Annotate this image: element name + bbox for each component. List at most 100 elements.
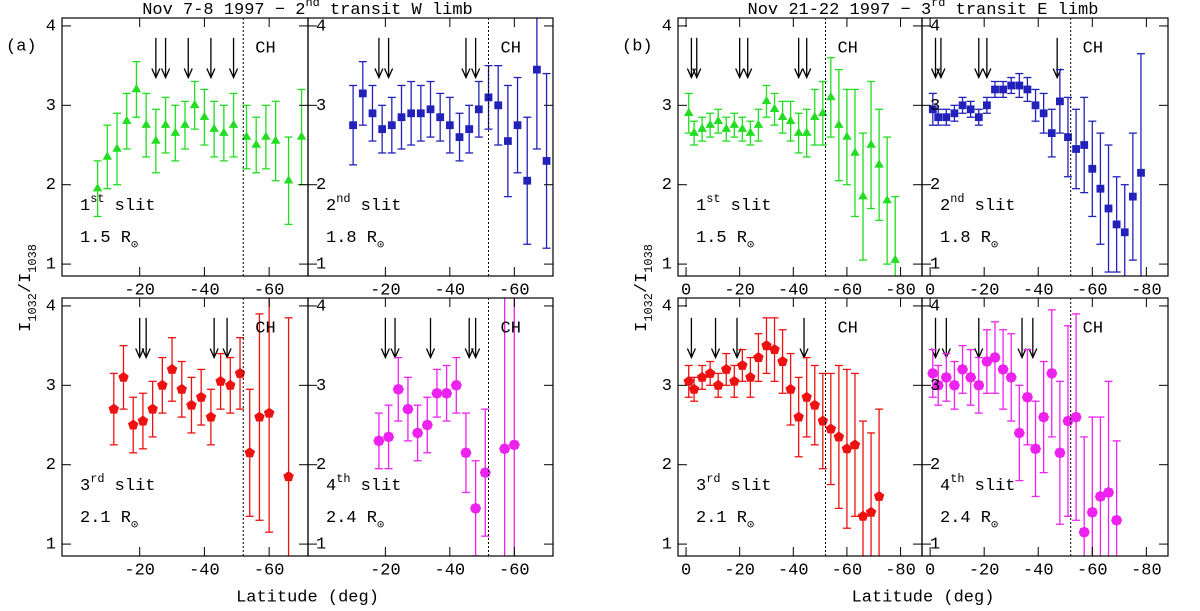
x-tick-label: -20 bbox=[969, 281, 1000, 300]
panel bbox=[927, 309, 1123, 556]
arrow-head bbox=[735, 68, 745, 80]
radius-label: 2.4 R⊙ bbox=[940, 509, 998, 532]
marker bbox=[1021, 391, 1033, 403]
marker bbox=[1137, 168, 1145, 177]
marker bbox=[801, 127, 812, 136]
marker bbox=[494, 101, 503, 110]
x-tick-label: -40 bbox=[1023, 281, 1054, 300]
x-tick-label: -60 bbox=[832, 561, 863, 580]
boundary-label: CH bbox=[501, 39, 521, 58]
marker bbox=[858, 191, 868, 200]
group-title-part: Nov 21-22 1997 − 3 bbox=[748, 1, 932, 20]
marker bbox=[1111, 514, 1123, 526]
marker bbox=[745, 371, 756, 382]
marker bbox=[112, 143, 122, 152]
marker bbox=[475, 105, 483, 114]
marker bbox=[479, 467, 491, 479]
marker bbox=[283, 175, 294, 184]
marker bbox=[842, 131, 852, 140]
x-tick-label: -40 bbox=[778, 561, 809, 580]
marker bbox=[186, 399, 197, 410]
marker bbox=[958, 101, 967, 110]
marker bbox=[108, 403, 119, 414]
marker bbox=[1046, 367, 1058, 379]
y-tick-label: 1 bbox=[662, 536, 672, 555]
marker bbox=[874, 159, 884, 168]
y-tick-label: 2 bbox=[46, 176, 56, 195]
arrow-head bbox=[1017, 348, 1027, 360]
arrow-head bbox=[135, 348, 145, 360]
x-tick-label: -20 bbox=[124, 281, 155, 300]
marker bbox=[251, 139, 261, 148]
x-tick-label: -40 bbox=[189, 561, 220, 580]
radius-label: 1.5 R⊙ bbox=[696, 229, 754, 252]
radius-label: 2.1 R⊙ bbox=[80, 509, 138, 532]
marker bbox=[523, 176, 532, 185]
x-tick-label: -60 bbox=[832, 281, 863, 300]
marker bbox=[1047, 129, 1056, 137]
marker bbox=[157, 379, 168, 390]
x-tick-label: -60 bbox=[1077, 561, 1108, 580]
marker bbox=[950, 109, 959, 118]
marker bbox=[426, 105, 435, 114]
marker bbox=[729, 119, 740, 128]
slit-label-part: slit bbox=[104, 477, 155, 496]
frame bbox=[921, 17, 1169, 277]
marker bbox=[387, 121, 396, 130]
panel bbox=[373, 298, 520, 556]
frame bbox=[921, 297, 1169, 557]
panel-tag: (a) bbox=[6, 37, 37, 56]
panel bbox=[683, 317, 885, 556]
arrow-head bbox=[471, 348, 481, 360]
arrow-head bbox=[183, 68, 193, 80]
marker bbox=[1129, 192, 1137, 201]
marker bbox=[508, 439, 520, 451]
frame bbox=[307, 17, 554, 277]
marker bbox=[349, 121, 357, 130]
x-tick-label: -60 bbox=[254, 281, 285, 300]
arrow-head bbox=[151, 68, 161, 80]
marker bbox=[1015, 81, 1024, 90]
marker bbox=[533, 65, 541, 74]
x-tick-label: -20 bbox=[724, 281, 755, 300]
y-tick-label: 3 bbox=[316, 377, 326, 396]
radius-label: 1.5 R⊙ bbox=[80, 229, 138, 252]
x-axis-label: Latitude (deg) bbox=[236, 588, 379, 607]
slit-label-part: slit bbox=[104, 197, 155, 216]
marker bbox=[261, 131, 271, 140]
group-title-part: Nov 7-8 1997 − 2 bbox=[142, 1, 305, 20]
arrow-head bbox=[374, 68, 384, 80]
marker bbox=[402, 403, 414, 415]
marker bbox=[170, 127, 181, 136]
x-tick-label: -40 bbox=[778, 281, 809, 300]
marker bbox=[263, 407, 275, 418]
marker bbox=[270, 135, 281, 144]
slit-label-part: rd bbox=[90, 472, 104, 486]
radius-label-part: ⊙ bbox=[991, 238, 998, 252]
marker bbox=[1096, 184, 1105, 193]
marker bbox=[244, 447, 255, 458]
x-tick-label: 0 bbox=[681, 281, 691, 300]
y-axis-label: I1032/I1038 bbox=[17, 244, 40, 332]
marker bbox=[196, 391, 207, 402]
marker bbox=[761, 340, 772, 351]
y-tick-label: 4 bbox=[46, 297, 56, 316]
marker bbox=[368, 109, 377, 118]
slit-label-part: slit bbox=[350, 197, 401, 216]
marker bbox=[465, 125, 474, 133]
marker bbox=[1005, 371, 1017, 383]
marker bbox=[713, 115, 723, 124]
marker bbox=[1023, 85, 1032, 94]
marker bbox=[809, 399, 820, 410]
marker bbox=[1086, 506, 1098, 518]
marker bbox=[801, 391, 812, 402]
x-tick-label: -40 bbox=[435, 561, 466, 580]
arrow-head bbox=[732, 348, 742, 360]
y-tick-label: 2 bbox=[46, 456, 56, 475]
arrow-head bbox=[936, 68, 946, 80]
arrow-head bbox=[982, 68, 992, 80]
arrow-head bbox=[802, 68, 812, 80]
marker bbox=[1120, 228, 1129, 237]
marker bbox=[785, 383, 796, 394]
